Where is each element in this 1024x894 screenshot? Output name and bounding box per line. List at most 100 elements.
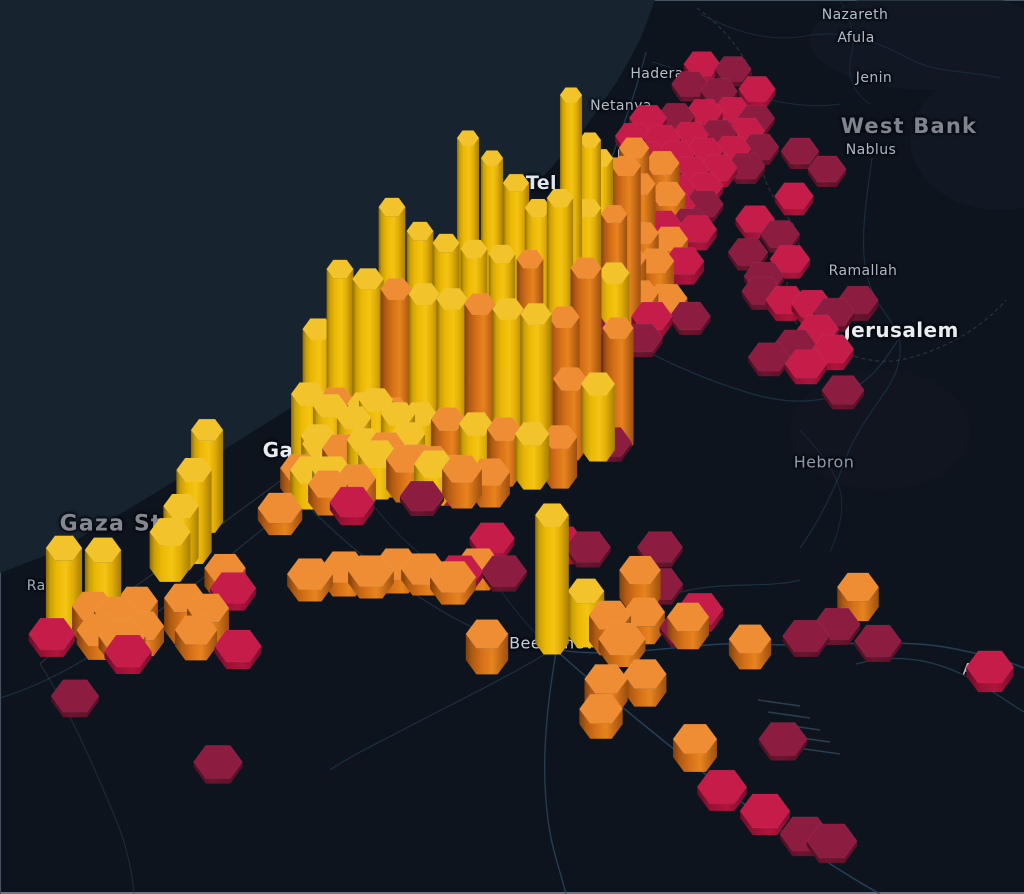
hex-cell[interactable] (738, 76, 776, 108)
hex-cell-side (149, 532, 191, 582)
hex-cell[interactable] (257, 492, 303, 536)
hex-cell-top (559, 87, 583, 103)
hex-cell[interactable] (728, 624, 772, 670)
hex-cell-side (726, 166, 766, 185)
hex-cell-top (516, 249, 544, 269)
hex-cell-side (637, 584, 683, 605)
hex-cell-top (514, 421, 550, 447)
hex-cell-side (813, 624, 861, 645)
hex-cell[interactable] (564, 531, 612, 568)
hex-cell[interactable] (782, 619, 830, 657)
hex-cell[interactable] (542, 424, 578, 489)
hex-cell-top (312, 394, 348, 418)
hex-cell-top (351, 268, 385, 290)
hex-cell-side (673, 739, 717, 772)
hex-cell-top (378, 197, 406, 217)
hex-cell-side (854, 641, 902, 662)
hex-cell-top (618, 555, 662, 585)
hex-cell[interactable] (347, 555, 395, 599)
hex-cell[interactable] (329, 486, 375, 526)
hex-cell-top (727, 238, 769, 266)
hex-cell-top (358, 388, 394, 412)
hex-cell[interactable] (784, 349, 828, 385)
hex-cell-side (287, 574, 333, 602)
hex-cell-top (542, 424, 578, 450)
hex-cell[interactable] (429, 561, 477, 605)
hex-cell[interactable] (50, 679, 100, 718)
hex-cell[interactable] (28, 617, 76, 657)
hex-cell-side (257, 508, 303, 536)
hex-cell-side (728, 639, 772, 670)
hex-cell[interactable] (807, 155, 847, 188)
hex-cell-top (162, 493, 200, 519)
hex-cell[interactable] (668, 301, 712, 335)
hex-cell-top (465, 619, 509, 649)
hex-cell-top (965, 650, 1015, 684)
hex-cell-top (758, 722, 808, 756)
hex-cell[interactable] (696, 769, 748, 811)
hex-cell[interactable] (758, 722, 808, 761)
hex-cell[interactable] (214, 629, 262, 669)
hex-cell[interactable] (193, 744, 243, 784)
hex-cell[interactable] (465, 619, 509, 675)
hex-cell-top (546, 188, 574, 208)
hex-cell-top (774, 182, 814, 210)
hex-cell-top (534, 503, 570, 527)
hex-cell-side (598, 639, 646, 667)
hex-cell-side (623, 674, 667, 707)
hex-cell[interactable] (534, 503, 570, 655)
hex-cell[interactable] (578, 693, 624, 739)
hex-cell-top (666, 602, 710, 632)
hex-cell-top (570, 257, 602, 279)
hex-cell[interactable] (480, 555, 528, 592)
hex-cell-side (738, 89, 776, 108)
hex-cell-top (806, 823, 858, 859)
hex-cell-side (782, 636, 830, 657)
hex-cell[interactable] (623, 659, 667, 707)
hex-cell-top (488, 244, 516, 264)
hex-cell[interactable] (174, 615, 218, 661)
hex-cell-top (567, 578, 605, 604)
hex-cell[interactable] (747, 342, 791, 377)
hex-cell[interactable] (103, 634, 153, 674)
hex-cell-top (329, 486, 375, 518)
hex-cell[interactable] (514, 421, 550, 490)
hex-cell-top (836, 572, 880, 602)
hex-cell-side (28, 634, 76, 657)
hex-cell-side (671, 84, 709, 102)
hex-cell[interactable] (580, 372, 616, 462)
hex-cell[interactable] (780, 137, 820, 169)
hex-cell[interactable] (149, 517, 191, 582)
hex-cell-top (441, 455, 483, 483)
hex-cell-top (406, 221, 434, 241)
hex-cell[interactable] (821, 375, 865, 410)
hex-cell[interactable] (672, 723, 718, 772)
hex-cell-top (610, 155, 642, 177)
hex-cell[interactable] (774, 182, 814, 216)
hex-cell-side (821, 390, 865, 410)
hex-cell-side (193, 762, 243, 784)
hex-cell[interactable] (286, 558, 334, 602)
hex-cell-top (347, 555, 395, 587)
hex-cell-top (480, 150, 504, 166)
hex-cell[interactable] (666, 602, 710, 650)
hex-cell-side (637, 547, 683, 568)
hex-cell-top (456, 130, 480, 146)
hex-cell[interactable] (399, 480, 445, 517)
hex-cell-side (442, 469, 482, 509)
hex-cell-side (807, 169, 847, 188)
hex-cell-side (669, 316, 711, 335)
hex-cell-side (430, 577, 476, 605)
hex-cell-side (470, 472, 510, 508)
hex-cell-side (774, 196, 814, 216)
hex-cell-side (329, 502, 375, 526)
hex-cell[interactable] (739, 793, 791, 835)
hex-cell[interactable] (965, 650, 1015, 693)
hex-cell[interactable] (806, 823, 858, 864)
hex-cell[interactable] (598, 622, 646, 667)
hex-cell[interactable] (854, 624, 902, 662)
hex-cell[interactable] (441, 455, 483, 509)
hex-cell-top (214, 629, 262, 663)
